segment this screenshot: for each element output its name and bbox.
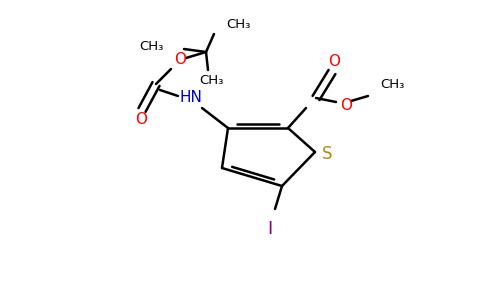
Text: O: O [340, 98, 352, 112]
Text: O: O [135, 112, 147, 128]
Text: CH₃: CH₃ [199, 74, 223, 86]
Text: I: I [267, 220, 272, 238]
Text: CH₃: CH₃ [380, 77, 404, 91]
Text: O: O [174, 52, 186, 67]
Text: HN: HN [180, 91, 202, 106]
Text: CH₃: CH₃ [139, 40, 164, 53]
Text: S: S [322, 145, 332, 163]
Text: CH₃: CH₃ [226, 17, 250, 31]
Text: O: O [328, 55, 340, 70]
